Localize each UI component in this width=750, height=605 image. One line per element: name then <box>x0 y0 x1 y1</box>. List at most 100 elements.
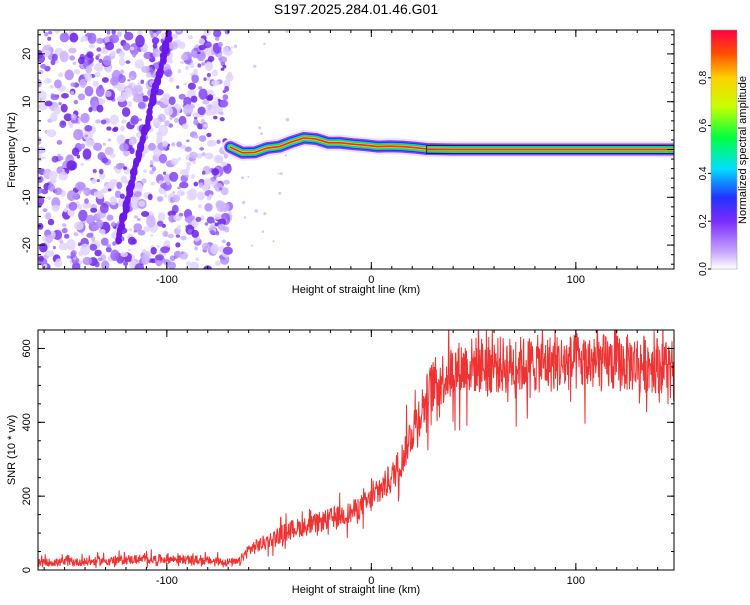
noise-blob <box>60 103 68 113</box>
noise-blob <box>137 101 146 109</box>
noise-blob <box>180 169 189 176</box>
noise-blob <box>204 48 209 53</box>
noise-speck <box>263 212 267 216</box>
noise-blob <box>69 55 75 61</box>
noise-blob <box>141 248 147 254</box>
noise-blob <box>202 99 210 105</box>
noise-blob <box>38 79 42 88</box>
noise-blob <box>129 46 135 51</box>
noise-blob <box>118 74 126 84</box>
noise-blob <box>120 69 125 75</box>
noise-blob <box>49 85 54 89</box>
noise-blob <box>221 239 227 244</box>
noise-blob <box>179 181 189 189</box>
noise-blob <box>84 86 94 97</box>
noise-blob <box>133 223 143 232</box>
noise-blob <box>94 261 100 268</box>
noise-blob <box>150 247 157 255</box>
noise-blob <box>215 36 220 41</box>
noise-blob <box>120 251 128 258</box>
colorbar-tick-label: 0.4 <box>698 166 709 180</box>
noise-blob <box>134 215 139 219</box>
noise-blob <box>206 216 215 224</box>
noise-blob <box>38 139 41 145</box>
noise-blob <box>92 168 97 174</box>
noise-blob <box>85 65 93 74</box>
noise-blob <box>181 123 189 130</box>
noise-blob <box>127 101 133 108</box>
noise-blob <box>183 82 187 86</box>
noise-blob <box>119 193 125 199</box>
noise-blob <box>222 94 229 101</box>
noise-blob <box>183 96 192 107</box>
noise-blob <box>73 69 81 75</box>
noise-blob <box>174 117 179 123</box>
x-tick-label: 100 <box>567 575 585 587</box>
noise-blob <box>47 36 52 41</box>
noise-blob <box>76 154 81 159</box>
noise-blob <box>127 248 131 252</box>
noise-blob <box>186 161 192 167</box>
noise-blob <box>61 223 67 227</box>
noise-blob <box>140 79 145 85</box>
noise-blob <box>50 112 58 122</box>
noise-blob <box>115 163 124 170</box>
noise-blob <box>179 60 185 65</box>
noise-blob <box>221 212 230 220</box>
snr-x-ticks: -100 0 100 <box>43 330 659 587</box>
noise-blob <box>153 33 157 37</box>
noise-blob <box>63 207 68 213</box>
noise-blob <box>107 188 112 192</box>
noise-blob <box>77 204 83 210</box>
noise-blob <box>169 41 179 50</box>
noise-blob <box>203 123 208 128</box>
noise-blob <box>96 47 102 52</box>
noise-blob <box>48 171 58 180</box>
noise-blob <box>49 178 57 184</box>
noise-blob <box>55 258 63 268</box>
y-tick-label: -20 <box>21 237 33 253</box>
noise-blob <box>222 64 227 69</box>
noise-blob <box>193 119 199 126</box>
colorbar-tick-label: 0.2 <box>698 214 709 228</box>
noise-speck <box>250 244 254 247</box>
noise-blob <box>63 113 73 122</box>
noise-blob <box>207 94 214 101</box>
noise-blob <box>157 212 166 222</box>
noise-blob <box>87 32 97 44</box>
noise-blob <box>180 251 184 255</box>
colorbar-label: Normalized spectral amplitude <box>737 76 749 224</box>
noise-blob <box>42 49 51 57</box>
noise-blob <box>135 34 145 48</box>
noise-blob <box>127 236 136 245</box>
noise-blob <box>61 168 65 173</box>
noise-blob <box>116 134 126 145</box>
noise-blob <box>157 30 162 34</box>
y-tick-label: 200 <box>21 487 33 505</box>
noise-blob <box>84 125 93 132</box>
noise-blob <box>38 187 44 194</box>
noise-blob <box>100 119 107 125</box>
noise-blob <box>133 182 143 194</box>
noise-blob <box>137 218 141 221</box>
noise-blob <box>219 117 225 122</box>
noise-blob <box>79 78 87 88</box>
noise-blob <box>178 41 186 49</box>
noise-blob <box>163 94 168 99</box>
spectrogram-x-ticks: -100 0 100 <box>43 30 659 286</box>
noise-blob <box>150 181 156 186</box>
noise-blob <box>88 43 95 49</box>
noise-blob <box>152 43 158 49</box>
noise-blob <box>150 234 154 237</box>
noise-blob <box>125 60 131 64</box>
noise-blob <box>155 254 164 261</box>
noise-blob <box>198 135 207 142</box>
noise-blob <box>185 65 190 71</box>
y-tick-label: 0 <box>21 146 33 152</box>
noise-blob <box>220 161 228 167</box>
noise-blob <box>117 31 122 37</box>
noise-blob <box>149 160 154 165</box>
noise-blob <box>215 260 222 266</box>
noise-blob <box>168 96 176 105</box>
